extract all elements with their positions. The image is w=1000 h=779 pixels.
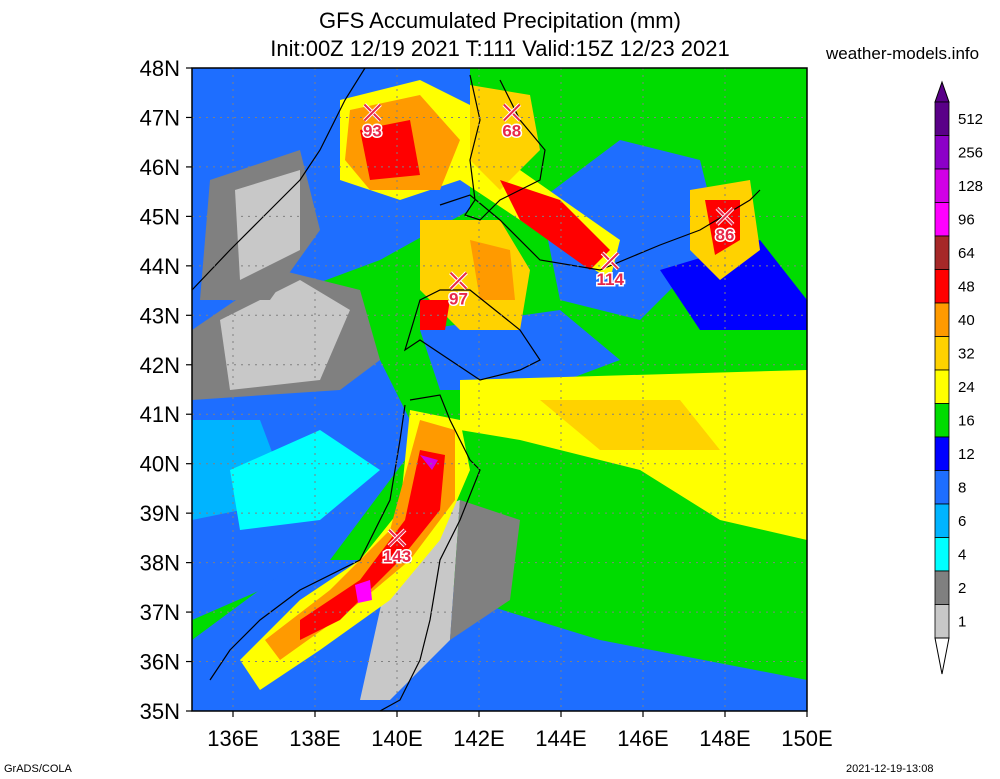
latitude-tick-label: 45N xyxy=(140,204,180,229)
latitude-tick-label: 39N xyxy=(140,501,180,526)
max-marker-value: 68 xyxy=(502,122,521,141)
max-marker: 86 xyxy=(714,206,736,246)
max-marker-value: 86 xyxy=(716,225,735,244)
legend-color-swatch xyxy=(934,537,950,572)
chart-title: GFS Accumulated Precipitation (mm) xyxy=(319,8,681,33)
latitude-tick-label: 41N xyxy=(140,402,180,427)
legend-color-swatch xyxy=(934,369,950,404)
legend-level-label: 6 xyxy=(958,513,966,530)
longitude-tick-label: 150E xyxy=(781,726,832,751)
legend-lower-arrow xyxy=(934,637,950,675)
legend-level-label: 64 xyxy=(958,245,975,262)
chart-subtitle: Init:00Z 12/19 2021 T:111 Valid:15Z 12/2… xyxy=(270,36,730,61)
legend-level-label: 256 xyxy=(958,144,983,161)
legend-color-swatch xyxy=(934,470,950,505)
latitude-tick-label: 36N xyxy=(140,650,180,675)
legend-color-swatch xyxy=(934,436,950,471)
legend-level-label: 12 xyxy=(958,446,975,463)
longitude-tick-label: 142E xyxy=(453,726,504,751)
legend-color-swatch xyxy=(934,336,950,371)
legend-color-swatch xyxy=(934,302,950,337)
site-credit: weather-models.info xyxy=(826,44,980,63)
latitude-tick-label: 42N xyxy=(140,353,180,378)
latitude-tick-label: 44N xyxy=(140,254,180,279)
legend-color-swatch xyxy=(934,135,950,170)
legend-color-swatch xyxy=(934,503,950,538)
legend-color-swatch xyxy=(934,403,950,438)
latitude-tick-label: 43N xyxy=(140,303,180,328)
legend-color-swatch xyxy=(934,604,950,639)
max-precip-markers: 93 68 86 114 97 143 xyxy=(361,103,736,567)
longitude-tick-label: 136E xyxy=(207,726,258,751)
legend-color-swatch xyxy=(934,168,950,203)
latitude-tick-label: 40N xyxy=(140,452,180,477)
legend-level-label: 96 xyxy=(958,211,975,228)
software-credit: GrADS/COLA xyxy=(4,763,72,775)
legend-level-label: 16 xyxy=(958,412,975,429)
longitude-tick-label: 148E xyxy=(699,726,750,751)
legend-level-label: 24 xyxy=(958,379,975,396)
latitude-tick-label: 47N xyxy=(140,105,180,130)
max-marker: 114 xyxy=(595,251,626,290)
latitude-tick-label: 48N xyxy=(140,56,180,81)
latitude-tick-label: 35N xyxy=(140,699,180,724)
legend-level-label: 2 xyxy=(958,580,966,597)
max-marker-value: 114 xyxy=(596,270,624,289)
longitude-tick-label: 144E xyxy=(535,726,586,751)
max-marker: 93 xyxy=(361,103,383,142)
generation-timestamp: 2021-12-19-13:08 xyxy=(846,763,934,775)
legend-color-swatch xyxy=(934,101,950,136)
latitude-tick-label: 46N xyxy=(140,155,180,180)
legend-level-label: 32 xyxy=(958,345,975,362)
max-marker: 68 xyxy=(501,103,523,142)
max-marker-value: 143 xyxy=(383,547,411,566)
legend-upper-arrow xyxy=(934,80,950,103)
legend-color-swatch xyxy=(934,269,950,304)
map-graticule xyxy=(192,68,808,711)
max-marker: 97 xyxy=(448,271,469,310)
legend-level-label: 8 xyxy=(958,479,966,496)
legend-color-swatch xyxy=(934,202,950,237)
latitude-tick-label: 37N xyxy=(140,600,180,625)
max-marker-value: 97 xyxy=(449,290,468,309)
max-marker: 143 xyxy=(381,528,413,567)
latitude-axis: 48N 47N 46N 45N 44N 43N 42N 41N 40N 39N 38N 37N 36N 3… xyxy=(140,56,192,724)
legend-color-swatch xyxy=(934,570,950,605)
legend-level-label: 40 xyxy=(958,312,975,329)
max-marker-value: 93 xyxy=(363,122,382,141)
longitude-tick-label: 140E xyxy=(371,726,422,751)
precipitation-field xyxy=(192,68,807,711)
map-frame xyxy=(191,67,808,712)
legend-level-label: 1 xyxy=(958,613,966,630)
legend-level-label: 512 xyxy=(958,111,983,128)
longitude-tick-label: 146E xyxy=(617,726,668,751)
legend-color-swatch xyxy=(934,235,950,270)
legend-level-label: 48 xyxy=(958,278,975,295)
longitude-tick-label: 138E xyxy=(289,726,340,751)
longitude-axis: 136E 138E 140E 142E 144E 146E 148E 150E xyxy=(207,711,833,751)
latitude-tick-label: 38N xyxy=(140,551,180,576)
legend-level-label: 128 xyxy=(958,178,983,195)
legend-level-label: 4 xyxy=(958,546,966,563)
